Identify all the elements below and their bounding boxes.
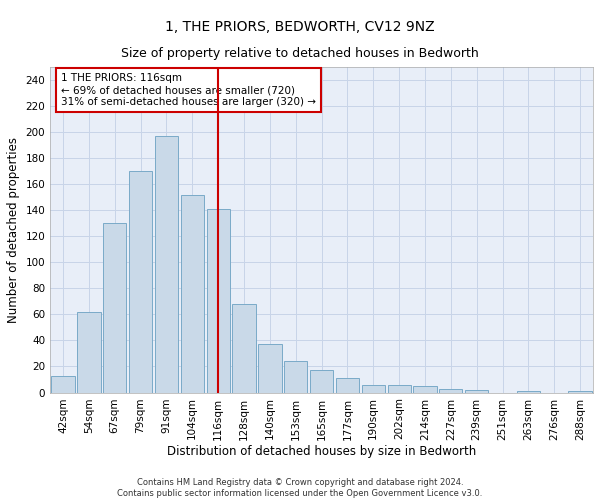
Bar bbox=[465, 390, 488, 392]
Bar bbox=[439, 388, 463, 392]
Bar bbox=[155, 136, 178, 392]
Bar bbox=[232, 304, 256, 392]
Text: 1, THE PRIORS, BEDWORTH, CV12 9NZ: 1, THE PRIORS, BEDWORTH, CV12 9NZ bbox=[165, 20, 435, 34]
Bar bbox=[77, 312, 101, 392]
Text: Contains HM Land Registry data © Crown copyright and database right 2024.
Contai: Contains HM Land Registry data © Crown c… bbox=[118, 478, 482, 498]
Bar bbox=[336, 378, 359, 392]
Text: 1 THE PRIORS: 116sqm
← 69% of detached houses are smaller (720)
31% of semi-deta: 1 THE PRIORS: 116sqm ← 69% of detached h… bbox=[61, 74, 316, 106]
Bar bbox=[129, 171, 152, 392]
Bar bbox=[310, 370, 333, 392]
Bar bbox=[568, 391, 592, 392]
X-axis label: Distribution of detached houses by size in Bedworth: Distribution of detached houses by size … bbox=[167, 445, 476, 458]
Bar bbox=[517, 391, 540, 392]
Bar bbox=[388, 384, 411, 392]
Bar bbox=[258, 344, 281, 393]
Bar bbox=[362, 384, 385, 392]
Bar bbox=[181, 194, 204, 392]
Bar bbox=[103, 223, 127, 392]
Bar bbox=[284, 362, 307, 392]
Bar bbox=[52, 376, 74, 392]
Text: Size of property relative to detached houses in Bedworth: Size of property relative to detached ho… bbox=[121, 48, 479, 60]
Y-axis label: Number of detached properties: Number of detached properties bbox=[7, 136, 20, 322]
Bar bbox=[206, 209, 230, 392]
Bar bbox=[413, 386, 437, 392]
